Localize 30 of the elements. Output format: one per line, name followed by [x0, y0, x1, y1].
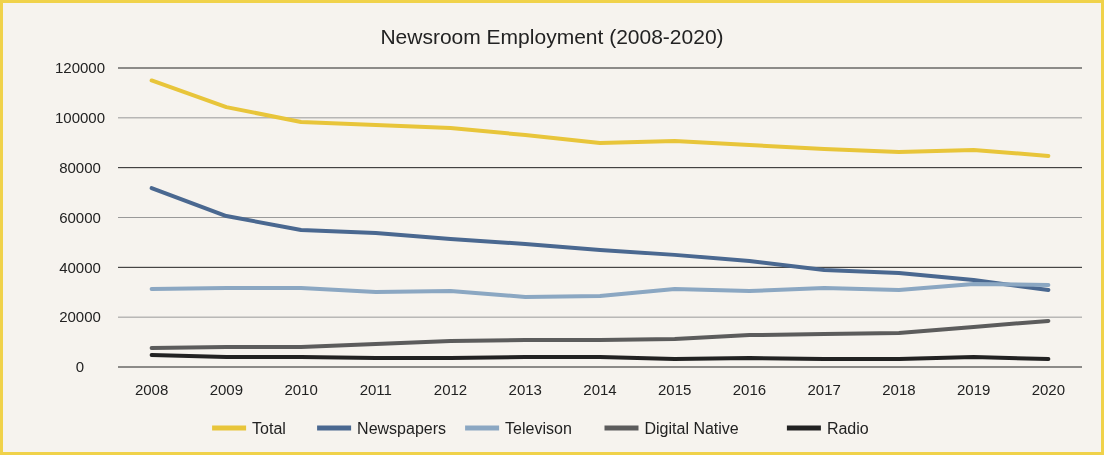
x-tick-label: 2020 — [1031, 381, 1066, 398]
x-tick-label: 2019 — [956, 381, 991, 398]
x-tick-label: 2017 — [807, 381, 841, 398]
legend-label: Radio — [826, 419, 869, 437]
y-tick-label: 80000 — [59, 158, 101, 176]
line-series — [149, 78, 1051, 158]
legend-label: Digital Native — [644, 419, 739, 437]
y-tick-label: 100000 — [54, 109, 106, 127]
x-tick-label: 2011 — [359, 381, 392, 398]
legend-label: Newspapers — [357, 419, 447, 437]
legend-label: Televison — [505, 419, 572, 437]
line-series — [149, 318, 1051, 351]
x-tick-label: 2009 — [209, 381, 244, 398]
chart-title: Newsroom Employment (2008-2020) — [380, 25, 724, 48]
x-tick-label: 2015 — [658, 381, 692, 398]
y-tick-label: 0 — [75, 358, 85, 376]
x-tick-label: 2010 — [284, 381, 318, 398]
x-tick-label: 2013 — [508, 381, 542, 398]
y-tick-label: 60000 — [59, 208, 101, 226]
legend-label: Total — [252, 419, 286, 437]
line-series — [149, 282, 1051, 299]
x-tick-label: 2018 — [882, 381, 916, 398]
y-tick-label: 120000 — [54, 59, 106, 77]
line-series — [149, 186, 1051, 293]
y-tick-label: 40000 — [59, 258, 101, 276]
x-tick-label: 2012 — [433, 381, 468, 398]
x-tick-label: 2016 — [732, 381, 767, 398]
y-tick-label: 20000 — [59, 308, 101, 326]
x-tick-label: 2008 — [134, 381, 169, 398]
x-tick-label: 2014 — [583, 381, 617, 398]
